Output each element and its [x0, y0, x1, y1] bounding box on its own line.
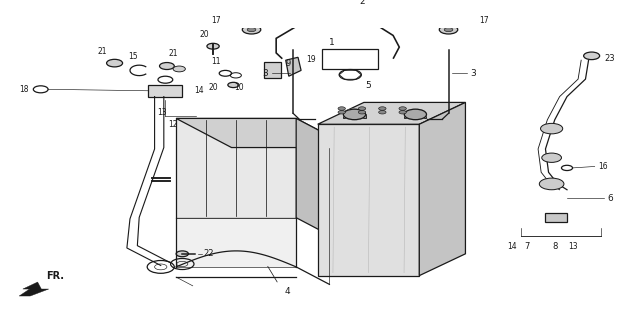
Text: 13: 13: [569, 242, 578, 251]
Text: 8: 8: [552, 242, 557, 251]
Circle shape: [358, 110, 366, 114]
Circle shape: [159, 62, 174, 69]
Text: 21: 21: [98, 47, 107, 56]
Text: 17: 17: [211, 16, 221, 25]
Text: 6: 6: [607, 194, 613, 203]
Circle shape: [176, 251, 188, 257]
Circle shape: [541, 124, 563, 134]
Text: 23: 23: [604, 54, 614, 63]
Text: 11: 11: [211, 57, 221, 66]
Text: 20: 20: [208, 83, 218, 92]
Polygon shape: [176, 218, 296, 267]
Polygon shape: [176, 118, 296, 218]
Polygon shape: [404, 115, 426, 118]
Circle shape: [106, 59, 122, 67]
Circle shape: [338, 110, 345, 114]
Polygon shape: [263, 62, 281, 78]
Text: 18: 18: [19, 85, 28, 94]
Circle shape: [344, 109, 365, 120]
Circle shape: [207, 43, 219, 49]
Circle shape: [399, 107, 407, 110]
Polygon shape: [318, 102, 465, 124]
Polygon shape: [318, 124, 419, 276]
Text: 1: 1: [329, 38, 335, 47]
Circle shape: [583, 52, 599, 60]
Text: 19: 19: [306, 55, 316, 64]
Text: 15: 15: [128, 52, 138, 61]
Circle shape: [379, 110, 386, 114]
Circle shape: [242, 25, 261, 34]
Text: 22: 22: [204, 249, 214, 258]
Polygon shape: [419, 102, 465, 276]
Circle shape: [542, 153, 562, 162]
Text: 17: 17: [480, 16, 489, 25]
Polygon shape: [296, 118, 352, 247]
Text: 13: 13: [157, 108, 167, 117]
Text: 16: 16: [598, 162, 607, 171]
Polygon shape: [148, 85, 182, 97]
Text: 4: 4: [285, 287, 290, 296]
Circle shape: [338, 107, 345, 110]
Text: 14: 14: [195, 86, 204, 95]
Polygon shape: [286, 57, 301, 76]
Circle shape: [173, 66, 185, 72]
Text: 3: 3: [470, 69, 476, 78]
Circle shape: [247, 28, 256, 32]
Circle shape: [404, 109, 426, 120]
Text: 20: 20: [199, 30, 209, 39]
Circle shape: [444, 28, 453, 32]
Text: 12: 12: [169, 120, 178, 129]
Text: 14: 14: [507, 242, 517, 251]
Circle shape: [358, 107, 366, 110]
Text: 3: 3: [263, 69, 268, 78]
Text: 10: 10: [234, 83, 243, 92]
Circle shape: [379, 107, 386, 110]
Polygon shape: [546, 213, 567, 222]
Text: FR.: FR.: [46, 271, 64, 281]
Text: 7: 7: [524, 242, 530, 251]
Polygon shape: [176, 118, 352, 148]
Circle shape: [228, 82, 239, 88]
Circle shape: [540, 178, 564, 190]
Polygon shape: [344, 115, 365, 118]
Text: 21: 21: [168, 49, 178, 58]
Text: 9: 9: [286, 59, 291, 68]
Circle shape: [439, 25, 458, 34]
Text: 2: 2: [360, 0, 365, 6]
Polygon shape: [19, 282, 49, 296]
Circle shape: [399, 110, 407, 114]
Text: 5: 5: [366, 81, 371, 90]
